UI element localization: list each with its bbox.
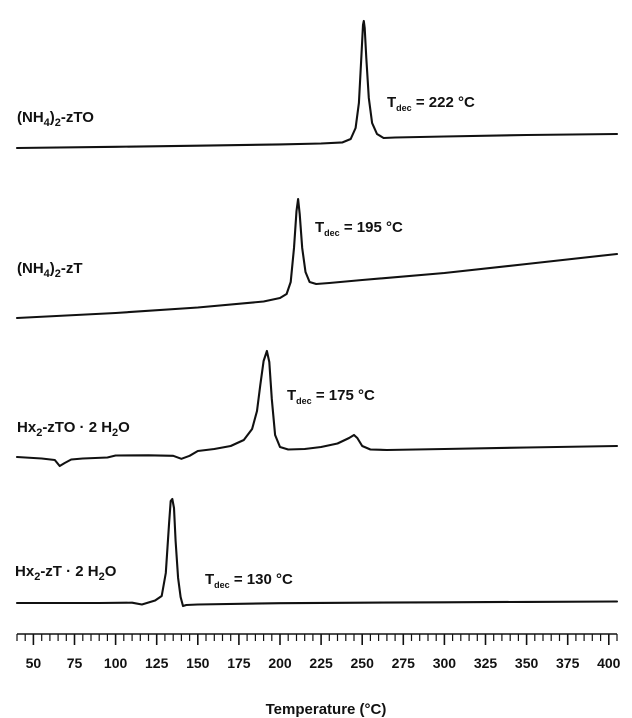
tdec-prefix-1: T [315,219,324,236]
tdec-annotation-3: Tdec = 130 °C [205,571,293,590]
series-label-2-base2: -zTO · 2 H [42,419,112,436]
tdec-sub-2: dec [296,396,312,406]
tdec-value-3: = 130 °C [230,571,293,588]
x-tick-label: 375 [556,655,580,671]
tdec-annotation-0: Tdec = 222 °C [387,94,475,113]
series-label-2-sub2: 2 [112,427,118,439]
series-label-0-sub2: 2 [55,117,61,129]
series-label-3-sub1: 2 [34,571,40,583]
tdec-value-0: = 222 °C [412,94,475,111]
x-axis: 50 75 100 125 150 175 200 225 250 275 300 325 350 375… [16,633,621,718]
tdec-value-1: = 195 °C [340,219,403,236]
x-tick-label: 150 [186,655,210,671]
tdec-annotation-2: Tdec = 175 °C [287,387,375,406]
x-tick-label: 175 [227,655,251,671]
series-label-3-sub2: 2 [99,571,105,583]
series-label-1-sub2: 2 [55,268,61,280]
series-label-0: (NH4)2-zTO [17,109,94,129]
x-tick-label: 275 [392,655,416,671]
series-label-1-base1: (NH [17,260,44,277]
trace-series-3 [15,497,619,608]
series-label-2-base1: Hx [17,419,37,436]
series-label-1-sub1: 4 [44,268,51,280]
x-tick-label: 325 [474,655,498,671]
tdec-sub-3: dec [214,580,230,590]
series-label-1-base3: -zT [61,260,83,277]
x-tick-label: 50 [26,655,42,671]
tdec-sub-0: dec [396,103,412,113]
tdec-annotation-1: Tdec = 195 °C [315,219,403,238]
series-label-0-sub1: 4 [44,117,51,129]
traces-group [15,19,619,608]
x-axis-ticks [16,634,618,645]
series-label-2-sub1: 2 [36,427,42,439]
series-label-0-base2: ) [50,109,55,126]
series-label-2: Hx2-zTO · 2 H2O [17,419,130,439]
series-label-3: Hx2-zT · 2 H2O [15,563,117,583]
series-label-0-base1: (NH [17,109,44,126]
tdec-sub-1: dec [324,228,340,238]
x-tick-label: 225 [309,655,333,671]
trace-series-2 [15,349,619,468]
tdec-prefix-2: T [287,387,296,404]
trace-series-1 [15,197,619,320]
series-label-3-base1: Hx [15,563,35,580]
x-tick-label: 350 [515,655,539,671]
tdec-prefix-0: T [387,94,396,111]
x-tick-label: 250 [351,655,375,671]
x-tick-label: 200 [268,655,292,671]
series-label-1: (NH4)2-zT [17,260,83,280]
series-label-3-base3: O [105,563,117,580]
series-label-3-base2: -zT · 2 H [40,563,98,580]
series-label-0-base3: -zTO [61,109,94,126]
x-tick-label: 100 [104,655,128,671]
x-tick-label: 300 [433,655,457,671]
series-label-2-base3: O [118,419,130,436]
tdec-prefix-3: T [205,571,214,588]
x-axis-tick-labels: 50 75 100 125 150 175 200 225 250 275 300 325 350 375… [26,655,621,671]
series-label-1-base2: ) [50,260,55,277]
x-tick-label: 125 [145,655,169,671]
tdec-value-2: = 175 °C [312,387,375,404]
x-axis-title: Temperature (°C) [266,701,387,718]
x-tick-label: 75 [67,655,83,671]
x-tick-label: 400 [597,655,621,671]
trace-series-0 [15,19,619,150]
